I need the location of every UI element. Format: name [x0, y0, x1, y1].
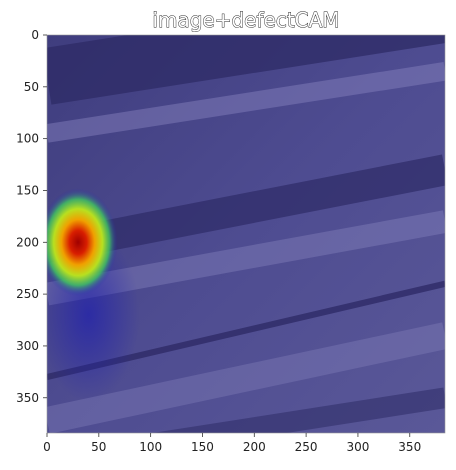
y-tick-label: 300: [16, 339, 39, 353]
x-tick-label: 350: [398, 440, 421, 454]
plot-frame: [46, 34, 446, 434]
y-tick-label: 100: [16, 132, 39, 146]
activation-hotspots: [47, 188, 118, 297]
y-axis: 0 50 100 150 200 250 300 350: [16, 28, 47, 405]
y-tick-label: 50: [24, 80, 39, 94]
plot-area: [47, 35, 445, 433]
groove-light: [47, 322, 445, 433]
y-tick-label: 250: [16, 287, 39, 301]
y-tick-label: 350: [16, 391, 39, 405]
y-tick-label: 200: [16, 235, 39, 249]
x-tick-label: 250: [295, 440, 318, 454]
hotspot: [47, 188, 118, 297]
surface-grooves: [47, 35, 445, 433]
groove-light: [47, 62, 445, 143]
x-axis: 0 50 100 150 200 250 300 350: [43, 433, 421, 454]
x-tick-label: 200: [243, 440, 266, 454]
x-tick-label: 50: [91, 440, 106, 454]
x-tick-label: 0: [43, 440, 51, 454]
y-tick-label: 0: [31, 28, 39, 42]
chart-title: image+defectCAM: [152, 8, 339, 32]
x-tick-label: 300: [346, 440, 369, 454]
y-tick-label: 150: [16, 183, 39, 197]
x-tick-label: 150: [191, 440, 214, 454]
groove-dark: [47, 35, 445, 105]
groove-dark: [152, 387, 445, 433]
x-tick-label: 100: [139, 440, 162, 454]
